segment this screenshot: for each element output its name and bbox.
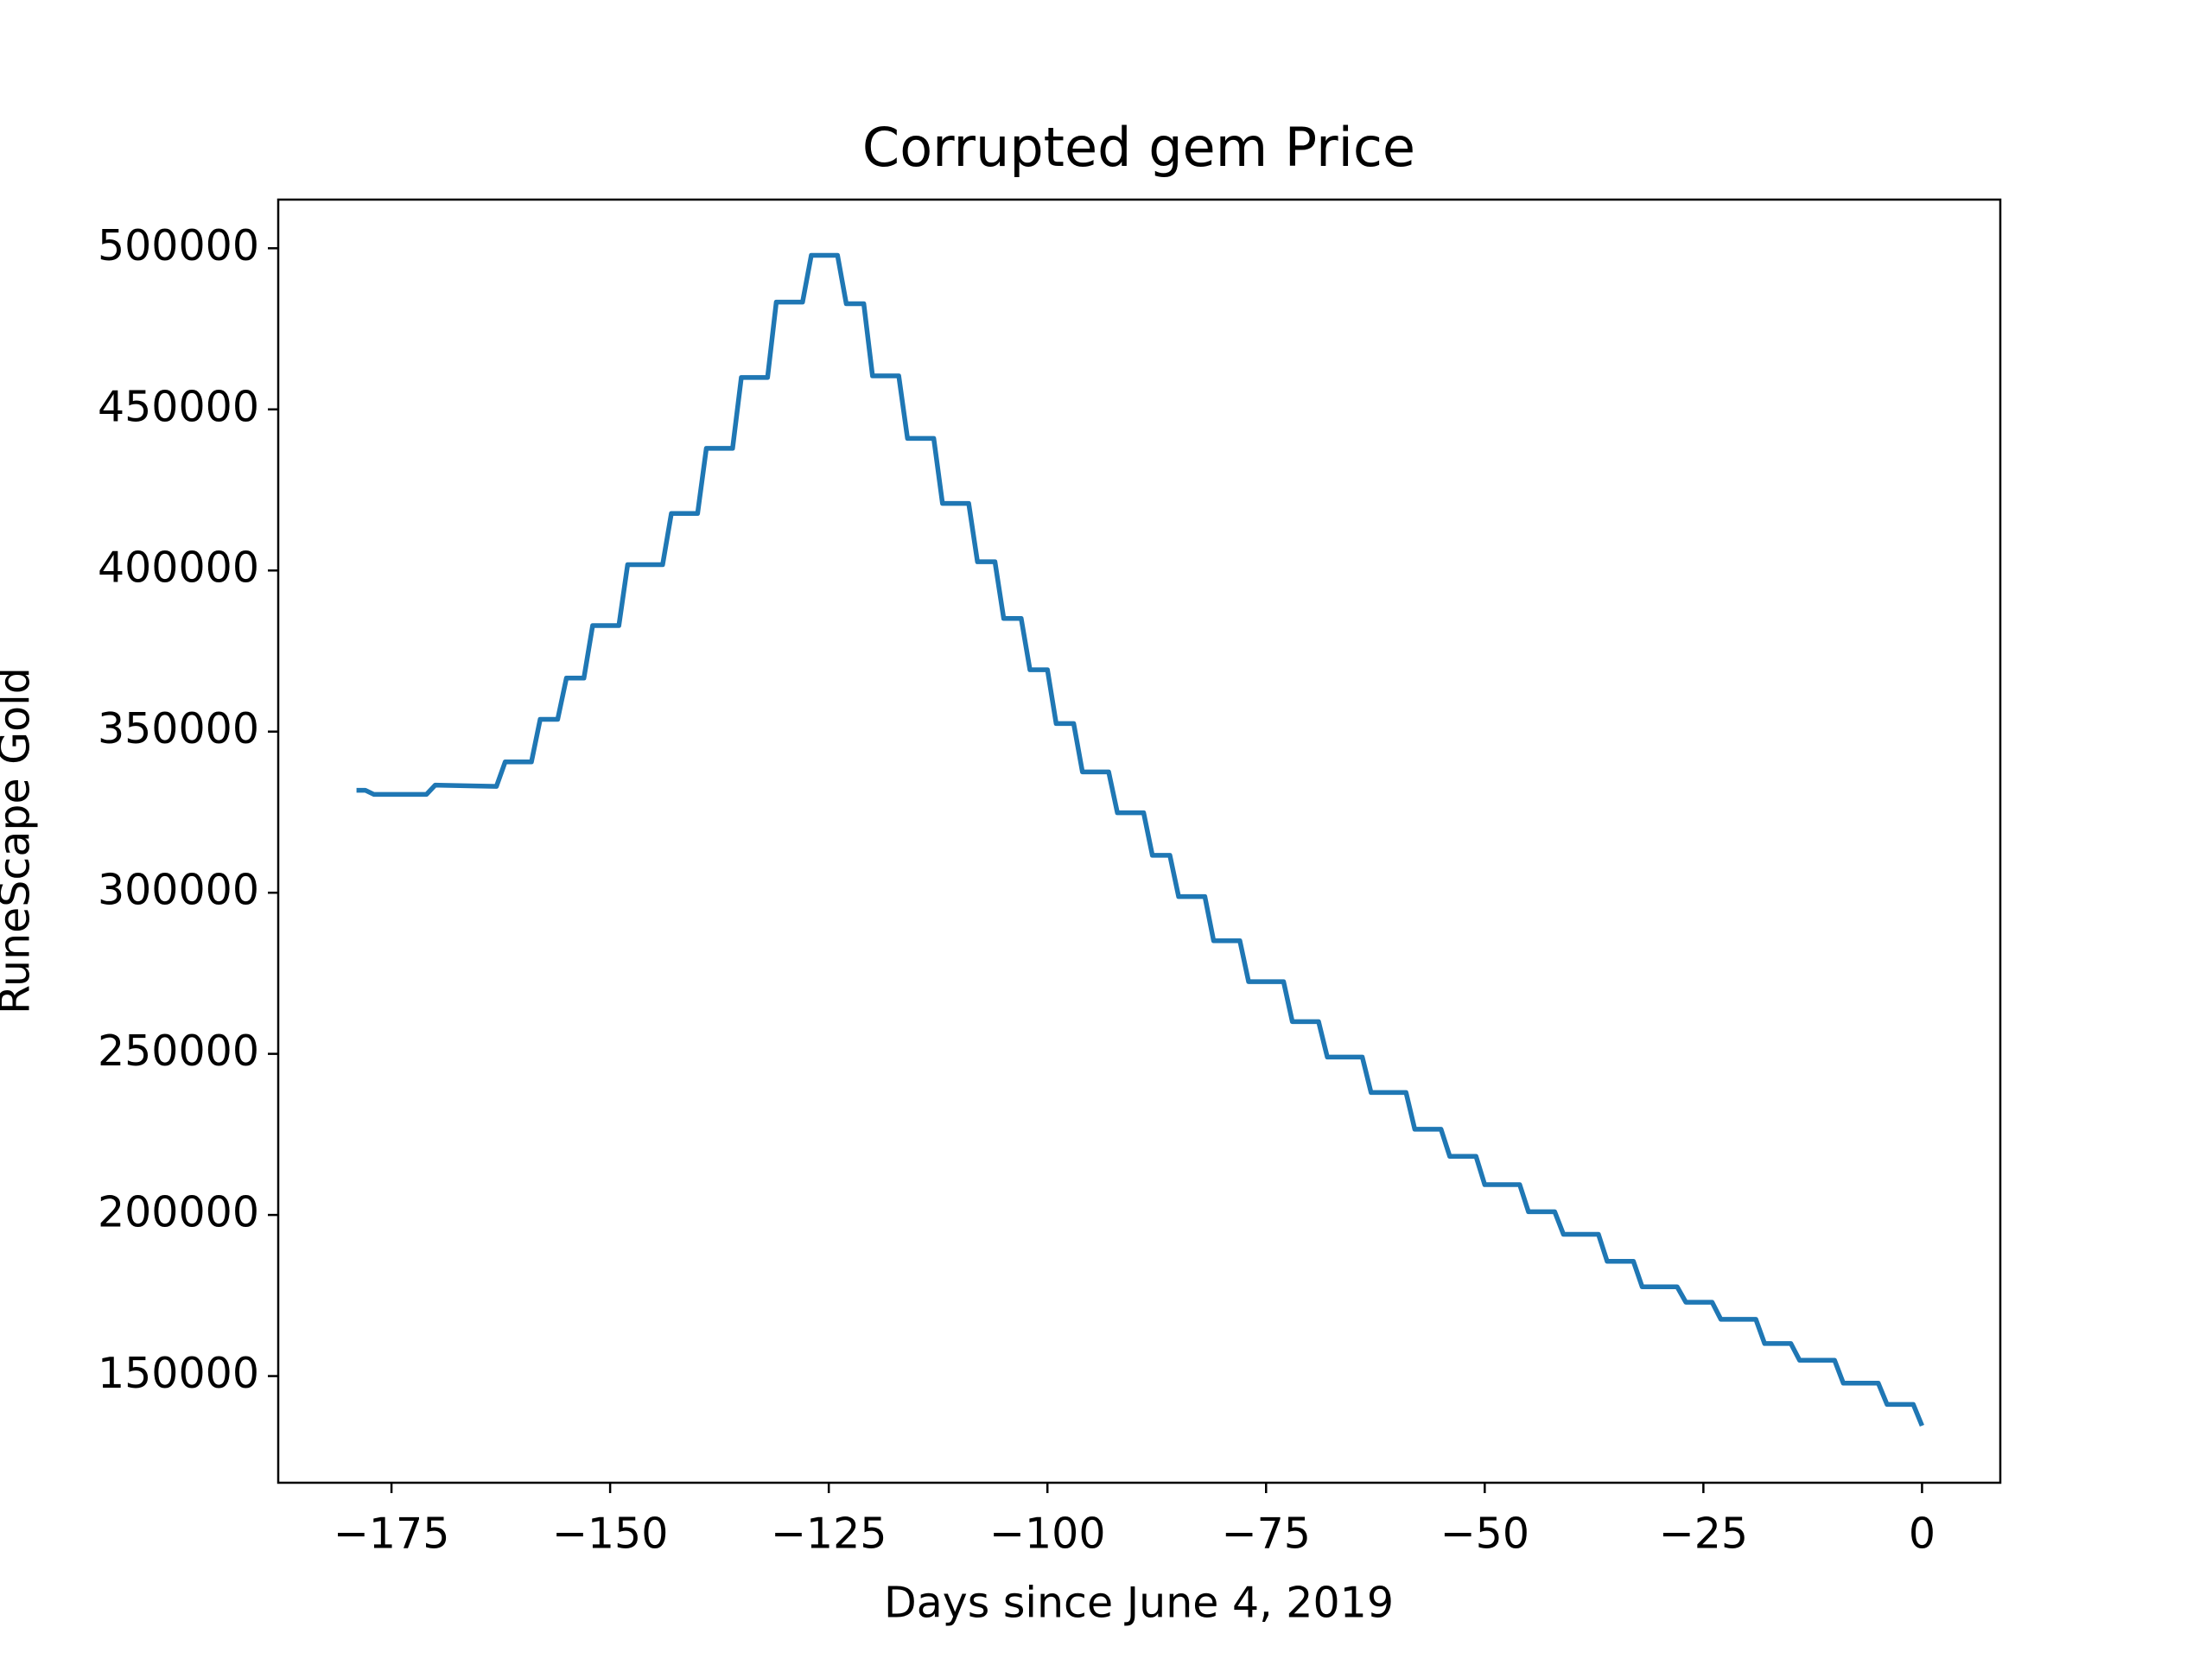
axes-frame [276,198,2002,1484]
y-tick-label: 300000 [98,866,259,915]
x-axis-label: Days since June 4, 2019 [884,1579,1394,1628]
x-tick-label: −125 [771,1510,887,1559]
y-tick-label: 500000 [98,221,259,270]
x-tick-label: −50 [1440,1510,1529,1559]
x-tick-label: −100 [989,1510,1106,1559]
y-tick-label: 350000 [98,704,259,753]
x-tick-label: 0 [1909,1510,1936,1559]
x-tick-label: −75 [1222,1510,1311,1559]
chart-title: Corrupted gem Price [862,116,1415,179]
x-tick-label: −150 [552,1510,669,1559]
y-tick-label: 400000 [98,543,259,593]
y-tick-label: 150000 [98,1349,259,1398]
x-tick-label: −175 [334,1510,450,1559]
y-tick-label: 250000 [98,1027,259,1076]
price-line [356,252,1924,1427]
y-axis-label: RuneScape Gold [0,667,40,1014]
y-tick-label: 200000 [98,1188,259,1237]
x-tick-label: −25 [1659,1510,1748,1559]
y-tick-label: 450000 [98,382,259,431]
